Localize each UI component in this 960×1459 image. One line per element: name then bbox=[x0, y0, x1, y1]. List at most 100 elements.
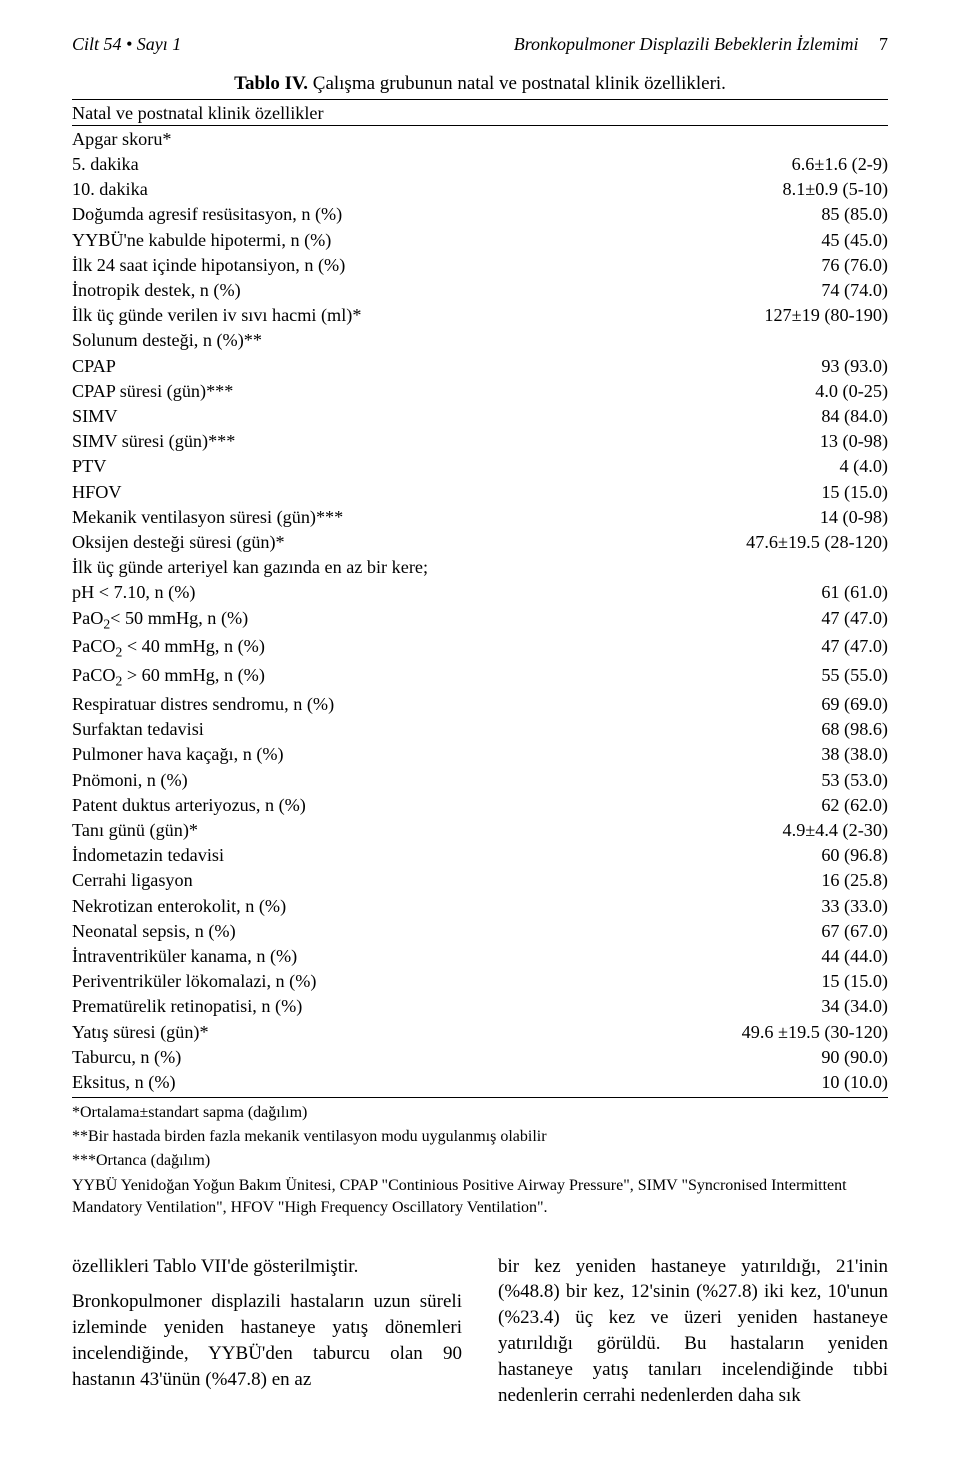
row-label: YYBÜ'ne kabulde hipotermi, n (%) bbox=[72, 227, 637, 252]
table-row: SIMV süresi (gün)***13 (0-98) bbox=[72, 429, 888, 454]
footnote-line: ***Ortanca (dağılım) bbox=[72, 1150, 888, 1172]
row-value: 4.0 (0-25) bbox=[637, 378, 888, 403]
row-label: Prematürelik retinopatisi, n (%) bbox=[72, 994, 637, 1019]
row-value: 67 (67.0) bbox=[637, 918, 888, 943]
table-caption-label: Tablo IV. bbox=[234, 73, 308, 94]
row-value: 127±19 (80-190) bbox=[637, 303, 888, 328]
row-value: 47 (47.0) bbox=[637, 634, 888, 663]
table-caption-text: Çalışma grubunun natal ve postnatal klin… bbox=[313, 73, 726, 94]
table-row: Taburcu, n (%)90 (90.0) bbox=[72, 1044, 888, 1069]
row-value: 76 (76.0) bbox=[637, 252, 888, 277]
footnote-line: **Bir hastada birden fazla mekanik venti… bbox=[72, 1126, 888, 1148]
table-row: İlk 24 saat içinde hipotansiyon, n (%)76… bbox=[72, 252, 888, 277]
table-row: Pulmoner hava kaçağı, n (%)38 (38.0) bbox=[72, 742, 888, 767]
row-label: Neonatal sepsis, n (%) bbox=[72, 918, 637, 943]
row-value: 47.6±19.5 (28-120) bbox=[637, 529, 888, 554]
table-row: Nekrotizan enterokolit, n (%)33 (33.0) bbox=[72, 893, 888, 918]
table-row: pH < 7.10, n (%)61 (61.0) bbox=[72, 580, 888, 605]
row-label: İndometazin tedavisi bbox=[72, 843, 637, 868]
footnote-line: *Ortalama±standart sapma (dağılım) bbox=[72, 1102, 888, 1124]
table-header-empty bbox=[851, 100, 888, 125]
row-value: 16 (25.8) bbox=[637, 868, 888, 893]
table-row: PTV4 (4.0) bbox=[72, 454, 888, 479]
table-row: Eksitus, n (%)10 (10.0) bbox=[72, 1070, 888, 1095]
table-header-row: Natal ve postnatal klinik özellikler bbox=[72, 100, 888, 125]
row-label: İlk üç günde arteriyel kan gazında en az… bbox=[72, 555, 637, 580]
table-row: CPAP93 (93.0) bbox=[72, 353, 888, 378]
row-label: İlk 24 saat içinde hipotansiyon, n (%) bbox=[72, 252, 637, 277]
row-label: Oksijen desteği süresi (gün)* bbox=[72, 529, 637, 554]
footnote-line: YYBÜ Yenidoğan Yoğun Bakım Ünitesi, CPAP… bbox=[72, 1175, 888, 1220]
row-label: Surfaktan tedavisi bbox=[72, 717, 637, 742]
row-value: 62 (62.0) bbox=[637, 792, 888, 817]
table-row: PaCO2 < 40 mmHg, n (%)47 (47.0) bbox=[72, 634, 888, 663]
row-value: 60 (96.8) bbox=[637, 843, 888, 868]
row-value: 61 (61.0) bbox=[637, 580, 888, 605]
row-label: Periventriküler lökomalazi, n (%) bbox=[72, 969, 637, 994]
row-value: 4.9±4.4 (2-30) bbox=[637, 817, 888, 842]
row-label: Respiratuar distres sendromu, n (%) bbox=[72, 691, 637, 716]
table-row: Oksijen desteği süresi (gün)*47.6±19.5 (… bbox=[72, 529, 888, 554]
table-row: Apgar skoru* bbox=[72, 126, 888, 151]
page: Cilt 54 • Sayı 1 Bronkopulmoner Displazi… bbox=[0, 0, 960, 1459]
table-row: Respiratuar distres sendromu, n (%)69 (6… bbox=[72, 691, 888, 716]
table-rule-bottom bbox=[72, 1097, 888, 1098]
row-value bbox=[637, 555, 888, 580]
row-label: Mekanik ventilasyon süresi (gün)*** bbox=[72, 504, 637, 529]
row-value: 10 (10.0) bbox=[637, 1070, 888, 1095]
table-row: Periventriküler lökomalazi, n (%)15 (15.… bbox=[72, 969, 888, 994]
body-column-right: bir kez yeniden hastaneye yatırıldığı, 2… bbox=[498, 1254, 888, 1419]
row-value: 44 (44.0) bbox=[637, 943, 888, 968]
table-row: Patent duktus arteriyozus, n (%)62 (62.0… bbox=[72, 792, 888, 817]
row-value: 13 (0-98) bbox=[637, 429, 888, 454]
table-footnotes: *Ortalama±standart sapma (dağılım)**Bir … bbox=[72, 1102, 888, 1220]
table-row: PaCO2 > 60 mmHg, n (%)55 (55.0) bbox=[72, 663, 888, 692]
row-label: PaO2< 50 mmHg, n (%) bbox=[72, 605, 637, 634]
row-value: 8.1±0.9 (5-10) bbox=[637, 177, 888, 202]
row-label: 10. dakika bbox=[72, 177, 637, 202]
row-value: 84 (84.0) bbox=[637, 403, 888, 428]
row-value bbox=[637, 328, 888, 353]
row-label: Tanı günü (gün)* bbox=[72, 817, 637, 842]
row-value: 74 (74.0) bbox=[637, 277, 888, 302]
row-value: 90 (90.0) bbox=[637, 1044, 888, 1069]
page-number: 7 bbox=[879, 34, 888, 54]
body-paragraph: Bronkopulmoner displazili hastaların uzu… bbox=[72, 1289, 462, 1392]
row-value: 4 (4.0) bbox=[637, 454, 888, 479]
row-label: Eksitus, n (%) bbox=[72, 1070, 637, 1095]
table-row: SIMV84 (84.0) bbox=[72, 403, 888, 428]
row-label: Taburcu, n (%) bbox=[72, 1044, 637, 1069]
body-paragraph: bir kez yeniden hastaneye yatırıldığı, 2… bbox=[498, 1254, 888, 1409]
row-value: 33 (33.0) bbox=[637, 893, 888, 918]
running-header: Cilt 54 • Sayı 1 Bronkopulmoner Displazi… bbox=[72, 34, 888, 55]
row-value: 85 (85.0) bbox=[637, 202, 888, 227]
table-row: 10. dakika8.1±0.9 (5-10) bbox=[72, 177, 888, 202]
row-label: pH < 7.10, n (%) bbox=[72, 580, 637, 605]
row-label: HFOV bbox=[72, 479, 637, 504]
table-row: Doğumda agresif resüsitasyon, n (%)85 (8… bbox=[72, 202, 888, 227]
body-paragraph: özellikleri Tablo VII'de gösterilmiştir. bbox=[72, 1254, 462, 1280]
row-value: 6.6±1.6 (2-9) bbox=[637, 151, 888, 176]
running-header-left: Cilt 54 • Sayı 1 bbox=[72, 34, 181, 55]
row-label: İnotropik destek, n (%) bbox=[72, 277, 637, 302]
row-label: CPAP bbox=[72, 353, 637, 378]
row-value: 15 (15.0) bbox=[637, 969, 888, 994]
row-value bbox=[637, 126, 888, 151]
table-row: HFOV15 (15.0) bbox=[72, 479, 888, 504]
row-value: 68 (98.6) bbox=[637, 717, 888, 742]
running-header-right: Bronkopulmoner Displazili Bebeklerin İzl… bbox=[514, 34, 888, 55]
row-value: 34 (34.0) bbox=[637, 994, 888, 1019]
body-columns: özellikleri Tablo VII'de gösterilmiştir.… bbox=[72, 1254, 888, 1419]
row-label: PaCO2 < 40 mmHg, n (%) bbox=[72, 634, 637, 663]
table-row: Yatış süresi (gün)*49.6 ±19.5 (30-120) bbox=[72, 1019, 888, 1044]
row-label: PaCO2 > 60 mmHg, n (%) bbox=[72, 663, 637, 692]
running-header-title: Bronkopulmoner Displazili Bebeklerin İzl… bbox=[514, 34, 859, 54]
row-label: Cerrahi ligasyon bbox=[72, 868, 637, 893]
row-label: Patent duktus arteriyozus, n (%) bbox=[72, 792, 637, 817]
table-row: Tanı günü (gün)*4.9±4.4 (2-30) bbox=[72, 817, 888, 842]
table-row: 5. dakika6.6±1.6 (2-9) bbox=[72, 151, 888, 176]
row-value: 14 (0-98) bbox=[637, 504, 888, 529]
row-label: İntraventriküler kanama, n (%) bbox=[72, 943, 637, 968]
table-row: Pnömoni, n (%)53 (53.0) bbox=[72, 767, 888, 792]
row-label: Apgar skoru* bbox=[72, 126, 637, 151]
